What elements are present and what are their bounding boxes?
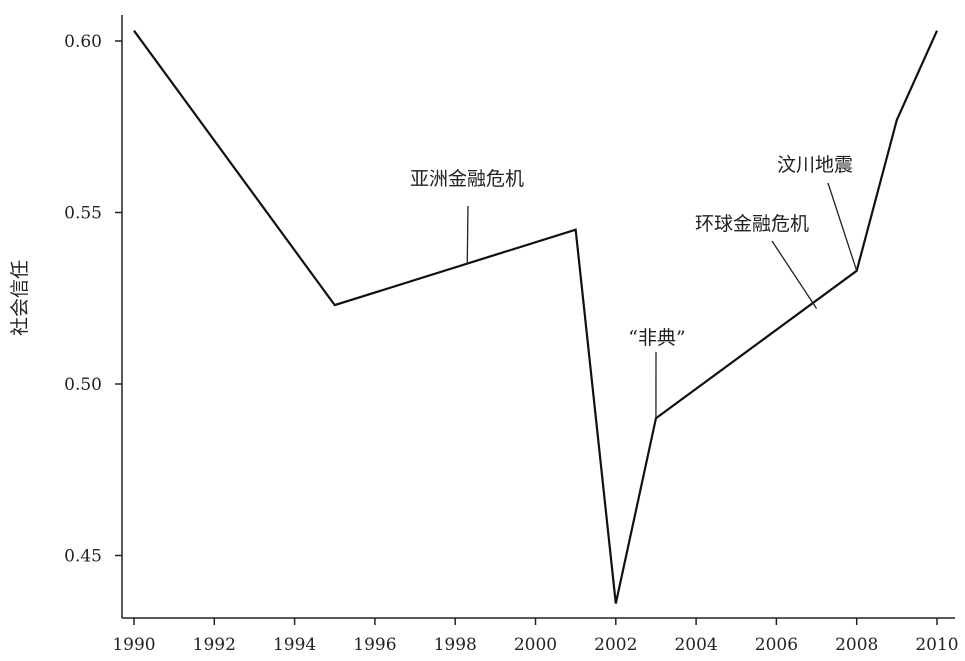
x-tick-label: 1990 [112,635,155,655]
annotation-label: 亚洲金融危机 [410,168,524,190]
x-tick-label: 2010 [915,635,958,655]
x-ticks: 1990 1992 1994 1996 1998 2000 2002 2004 2006 2008… [112,618,959,655]
x-tick-label: 2008 [835,635,878,655]
x-tick-label: 1994 [273,635,316,655]
y-axis-label: 社会信任 [9,260,31,336]
annotation-label: 环球金融危机 [695,213,809,235]
y-ticks: 0.45 0.50 0.55 0.60 [64,32,122,567]
annotations: 亚洲金融危机 “非典” 环球金融危机 汶川地震 [410,154,858,419]
axes [121,15,955,619]
annotation-leader-line [771,240,818,309]
y-tick-label: 0.55 [64,204,102,224]
y-tick-label: 0.50 [64,375,102,395]
y-tick-label: 0.45 [64,547,102,567]
x-tick-label: 2000 [514,635,557,655]
series-line [133,30,939,604]
annotation-label: “非典” [628,327,685,349]
x-tick-label: 1998 [434,635,477,655]
series [133,30,939,604]
annotation-label: 汶川地震 [777,154,853,176]
x-tick-label: 2002 [594,635,637,655]
x-tick-label: 1996 [353,635,396,655]
x-tick-label: 2004 [674,635,717,655]
annotation-leader-line [827,182,858,272]
annotation-leader-line [466,205,469,264]
x-tick-label: 2006 [755,635,798,655]
y-tick-label: 0.60 [64,32,102,52]
x-tick-label: 1992 [193,635,236,655]
